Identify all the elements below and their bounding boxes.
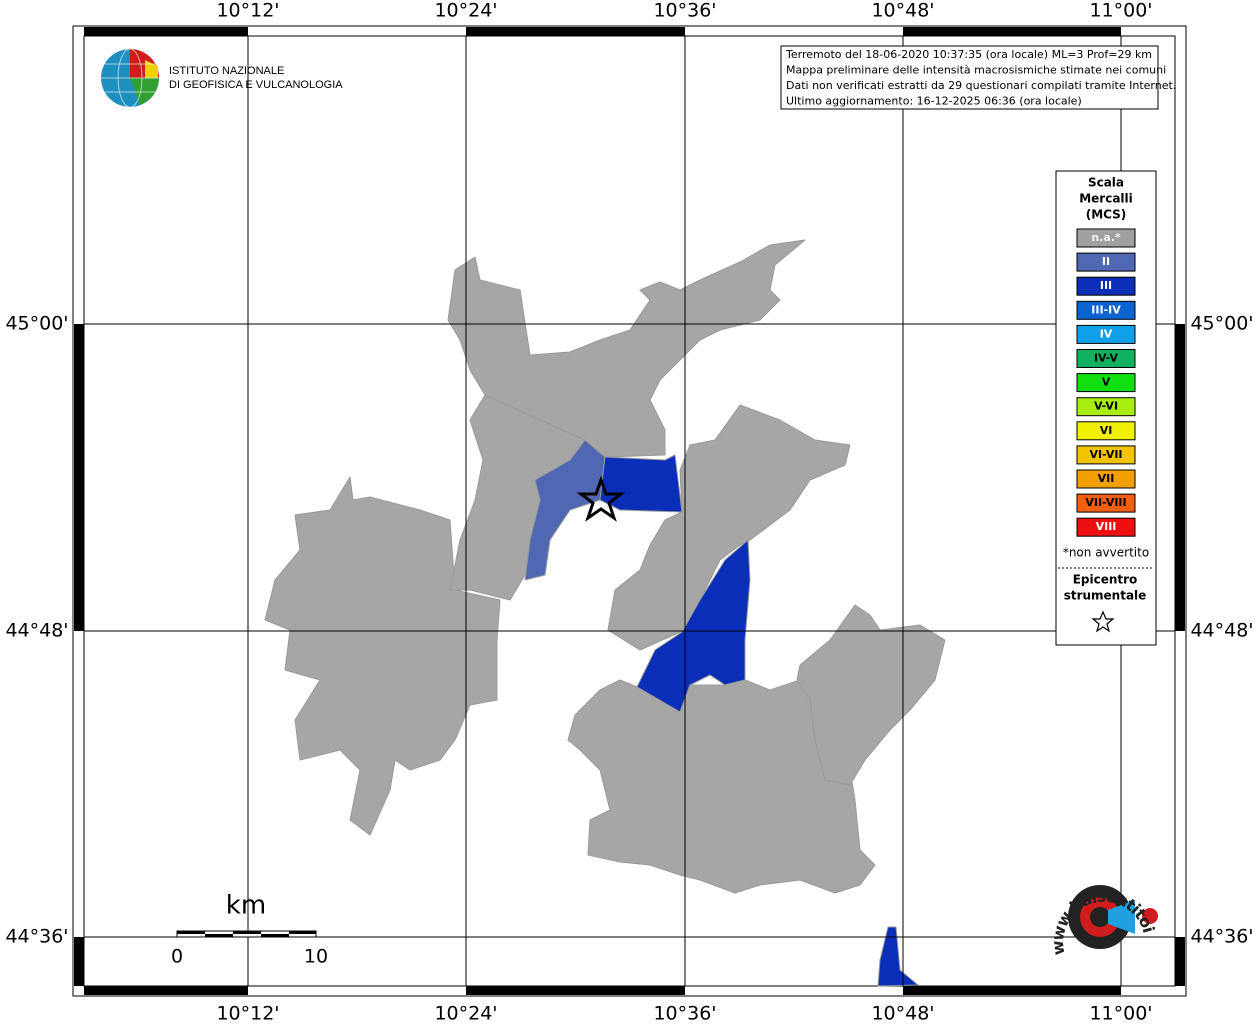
legend-label: III-IV bbox=[1091, 303, 1121, 316]
frame-segment bbox=[466, 986, 685, 995]
frame-segment bbox=[903, 27, 1121, 36]
scale-seg bbox=[289, 931, 316, 934]
axis-labels: 10°12' 10°12' 10°24' 10°24' 10°36' 10°36' 10°4… bbox=[5, 0, 1253, 1024]
legend-title: Scala bbox=[1088, 176, 1124, 190]
legend-title: (MCS) bbox=[1086, 208, 1127, 222]
legend-label: VI-VII bbox=[1089, 448, 1122, 461]
legend-label: VII-VIII bbox=[1085, 496, 1126, 509]
info-text: Terremoto del 18-06-2020 10:37:35 (ora l… bbox=[785, 48, 1176, 108]
lon-label: 11°00' bbox=[1089, 1003, 1152, 1024]
scale-seg bbox=[205, 934, 233, 937]
scale-unit: km bbox=[226, 891, 266, 921]
legend-label: V bbox=[1102, 376, 1111, 389]
legend-label: IV bbox=[1100, 327, 1113, 340]
lat-label: 45°00' bbox=[1190, 313, 1253, 335]
region bbox=[567, 679, 876, 894]
legend-epicenter: strumentale bbox=[1064, 589, 1147, 603]
legend-label: VIII bbox=[1096, 520, 1117, 533]
logo-text: DI GEOFISICA E VULCANOLOGIA bbox=[169, 79, 343, 91]
epicenter-star bbox=[576, 475, 626, 522]
legend-swatch bbox=[1076, 349, 1136, 368]
region bbox=[599, 454, 683, 513]
legend-label: III bbox=[1100, 279, 1112, 292]
lat-label: 45°00' bbox=[5, 313, 68, 335]
lon-label: 10°36' bbox=[653, 0, 716, 22]
lon-label: 10°24' bbox=[434, 0, 497, 22]
legend-swatch bbox=[1076, 517, 1136, 537]
scale-seg bbox=[177, 931, 205, 934]
region bbox=[607, 404, 851, 651]
info-line: Ultimo aggiornamento: 16-12-2025 06:36 (… bbox=[786, 95, 1082, 108]
region bbox=[877, 926, 919, 987]
legend-swatch bbox=[1076, 397, 1136, 417]
legend-title: Mercalli bbox=[1079, 192, 1133, 206]
site-logo-beam bbox=[1108, 900, 1135, 934]
frame-segment bbox=[84, 27, 248, 36]
lon-label: 10°48' bbox=[871, 0, 934, 22]
legend-swatch bbox=[1076, 445, 1136, 465]
legend-note: *non avvertito bbox=[1063, 546, 1149, 560]
legend-swatch bbox=[1076, 469, 1136, 489]
info-line: Dati non verificati estratti da 29 quest… bbox=[786, 79, 1176, 92]
frame-ticks bbox=[74, 27, 1185, 995]
ingv-logo: ISTITUTO NAZIONALE DI GEOFISICA E VULCAN… bbox=[101, 48, 343, 108]
scale-end: 10 bbox=[304, 946, 328, 968]
frame-segment bbox=[1175, 937, 1185, 986]
lon-label: 10°24' bbox=[434, 1003, 497, 1024]
legend-swatch bbox=[1076, 493, 1136, 513]
legend-label: n.a.* bbox=[1091, 231, 1121, 244]
legend-label: V-VI bbox=[1094, 400, 1118, 413]
frame-segment bbox=[1175, 324, 1185, 631]
frame-segment bbox=[903, 986, 1121, 995]
logo-text: ISTITUTO NAZIONALE bbox=[169, 65, 284, 77]
lon-label: 10°36' bbox=[653, 1003, 716, 1024]
lat-label: 44°36' bbox=[5, 926, 68, 948]
legend-swatch bbox=[1076, 373, 1136, 393]
scale-start: 0 bbox=[171, 946, 183, 968]
info-line: Mappa preliminare delle intensità macros… bbox=[786, 64, 1166, 77]
regions bbox=[264, 239, 946, 987]
legend-swatch bbox=[1076, 421, 1136, 441]
legend-swatch bbox=[1076, 228, 1136, 248]
lat-label: 44°36' bbox=[1190, 926, 1253, 948]
lon-label: 11°00' bbox=[1089, 0, 1152, 22]
legend-label: VII bbox=[1098, 472, 1115, 485]
legend-epicenter: Epicentro bbox=[1073, 573, 1138, 587]
scale-seg bbox=[233, 931, 261, 934]
lat-label: 44°48' bbox=[5, 620, 68, 642]
site-logo-ring bbox=[1090, 907, 1110, 927]
lat-label: 44°48' bbox=[1190, 620, 1253, 642]
legend-swatch bbox=[1076, 252, 1136, 272]
frame-segment bbox=[74, 324, 84, 631]
scale-seg bbox=[261, 934, 289, 937]
frame-segment bbox=[466, 27, 685, 36]
info-box bbox=[780, 45, 1159, 110]
site-logo-dot bbox=[1142, 908, 1158, 924]
lon-label: 10°12' bbox=[216, 1003, 279, 1024]
legend-swatch bbox=[1076, 276, 1136, 296]
scale-bar: km 0 10 bbox=[171, 891, 328, 968]
legend-label: II bbox=[1102, 255, 1110, 268]
frame-segment bbox=[74, 937, 84, 986]
legend-label: VI bbox=[1100, 424, 1113, 437]
lon-label: 10°48' bbox=[871, 1003, 934, 1024]
legend-label: IV-V bbox=[1094, 352, 1119, 365]
legend-content: ScalaMercalli(MCS)n.a.*IIIIIIII-IVIVIV-V… bbox=[1063, 176, 1149, 603]
region bbox=[796, 604, 946, 786]
info-line: Terremoto del 18-06-2020 10:37:35 (ora l… bbox=[785, 48, 1152, 61]
legend-swatch bbox=[1076, 300, 1136, 320]
legend-swatch bbox=[1076, 324, 1136, 344]
lon-label: 10°12' bbox=[216, 0, 279, 22]
legend-star bbox=[1091, 610, 1115, 633]
frame-segment bbox=[84, 986, 248, 995]
logo-lines bbox=[101, 48, 159, 108]
